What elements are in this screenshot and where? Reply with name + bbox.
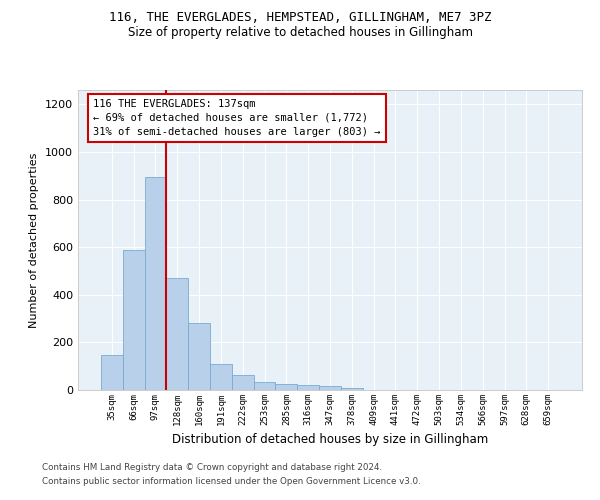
Text: Contains HM Land Registry data © Crown copyright and database right 2024.: Contains HM Land Registry data © Crown c…	[42, 464, 382, 472]
Bar	[297, 385, 319, 390]
Text: Size of property relative to detached houses in Gillingham: Size of property relative to detached ho…	[128, 26, 473, 39]
Bar	[166, 278, 188, 390]
Bar	[254, 382, 275, 390]
Bar	[210, 364, 232, 390]
Text: 116, THE EVERGLADES, HEMPSTEAD, GILLINGHAM, ME7 3PZ: 116, THE EVERGLADES, HEMPSTEAD, GILLINGH…	[109, 11, 491, 24]
Bar	[101, 356, 123, 390]
Bar	[232, 374, 254, 390]
Text: 116 THE EVERGLADES: 137sqm
← 69% of detached houses are smaller (1,772)
31% of s: 116 THE EVERGLADES: 137sqm ← 69% of deta…	[93, 99, 380, 137]
Bar	[188, 324, 210, 390]
Y-axis label: Number of detached properties: Number of detached properties	[29, 152, 40, 328]
Bar	[275, 384, 297, 390]
Text: Distribution of detached houses by size in Gillingham: Distribution of detached houses by size …	[172, 432, 488, 446]
Bar	[145, 178, 166, 390]
Text: Contains public sector information licensed under the Open Government Licence v3: Contains public sector information licen…	[42, 477, 421, 486]
Bar	[123, 250, 145, 390]
Bar	[341, 388, 363, 390]
Bar	[319, 386, 341, 390]
